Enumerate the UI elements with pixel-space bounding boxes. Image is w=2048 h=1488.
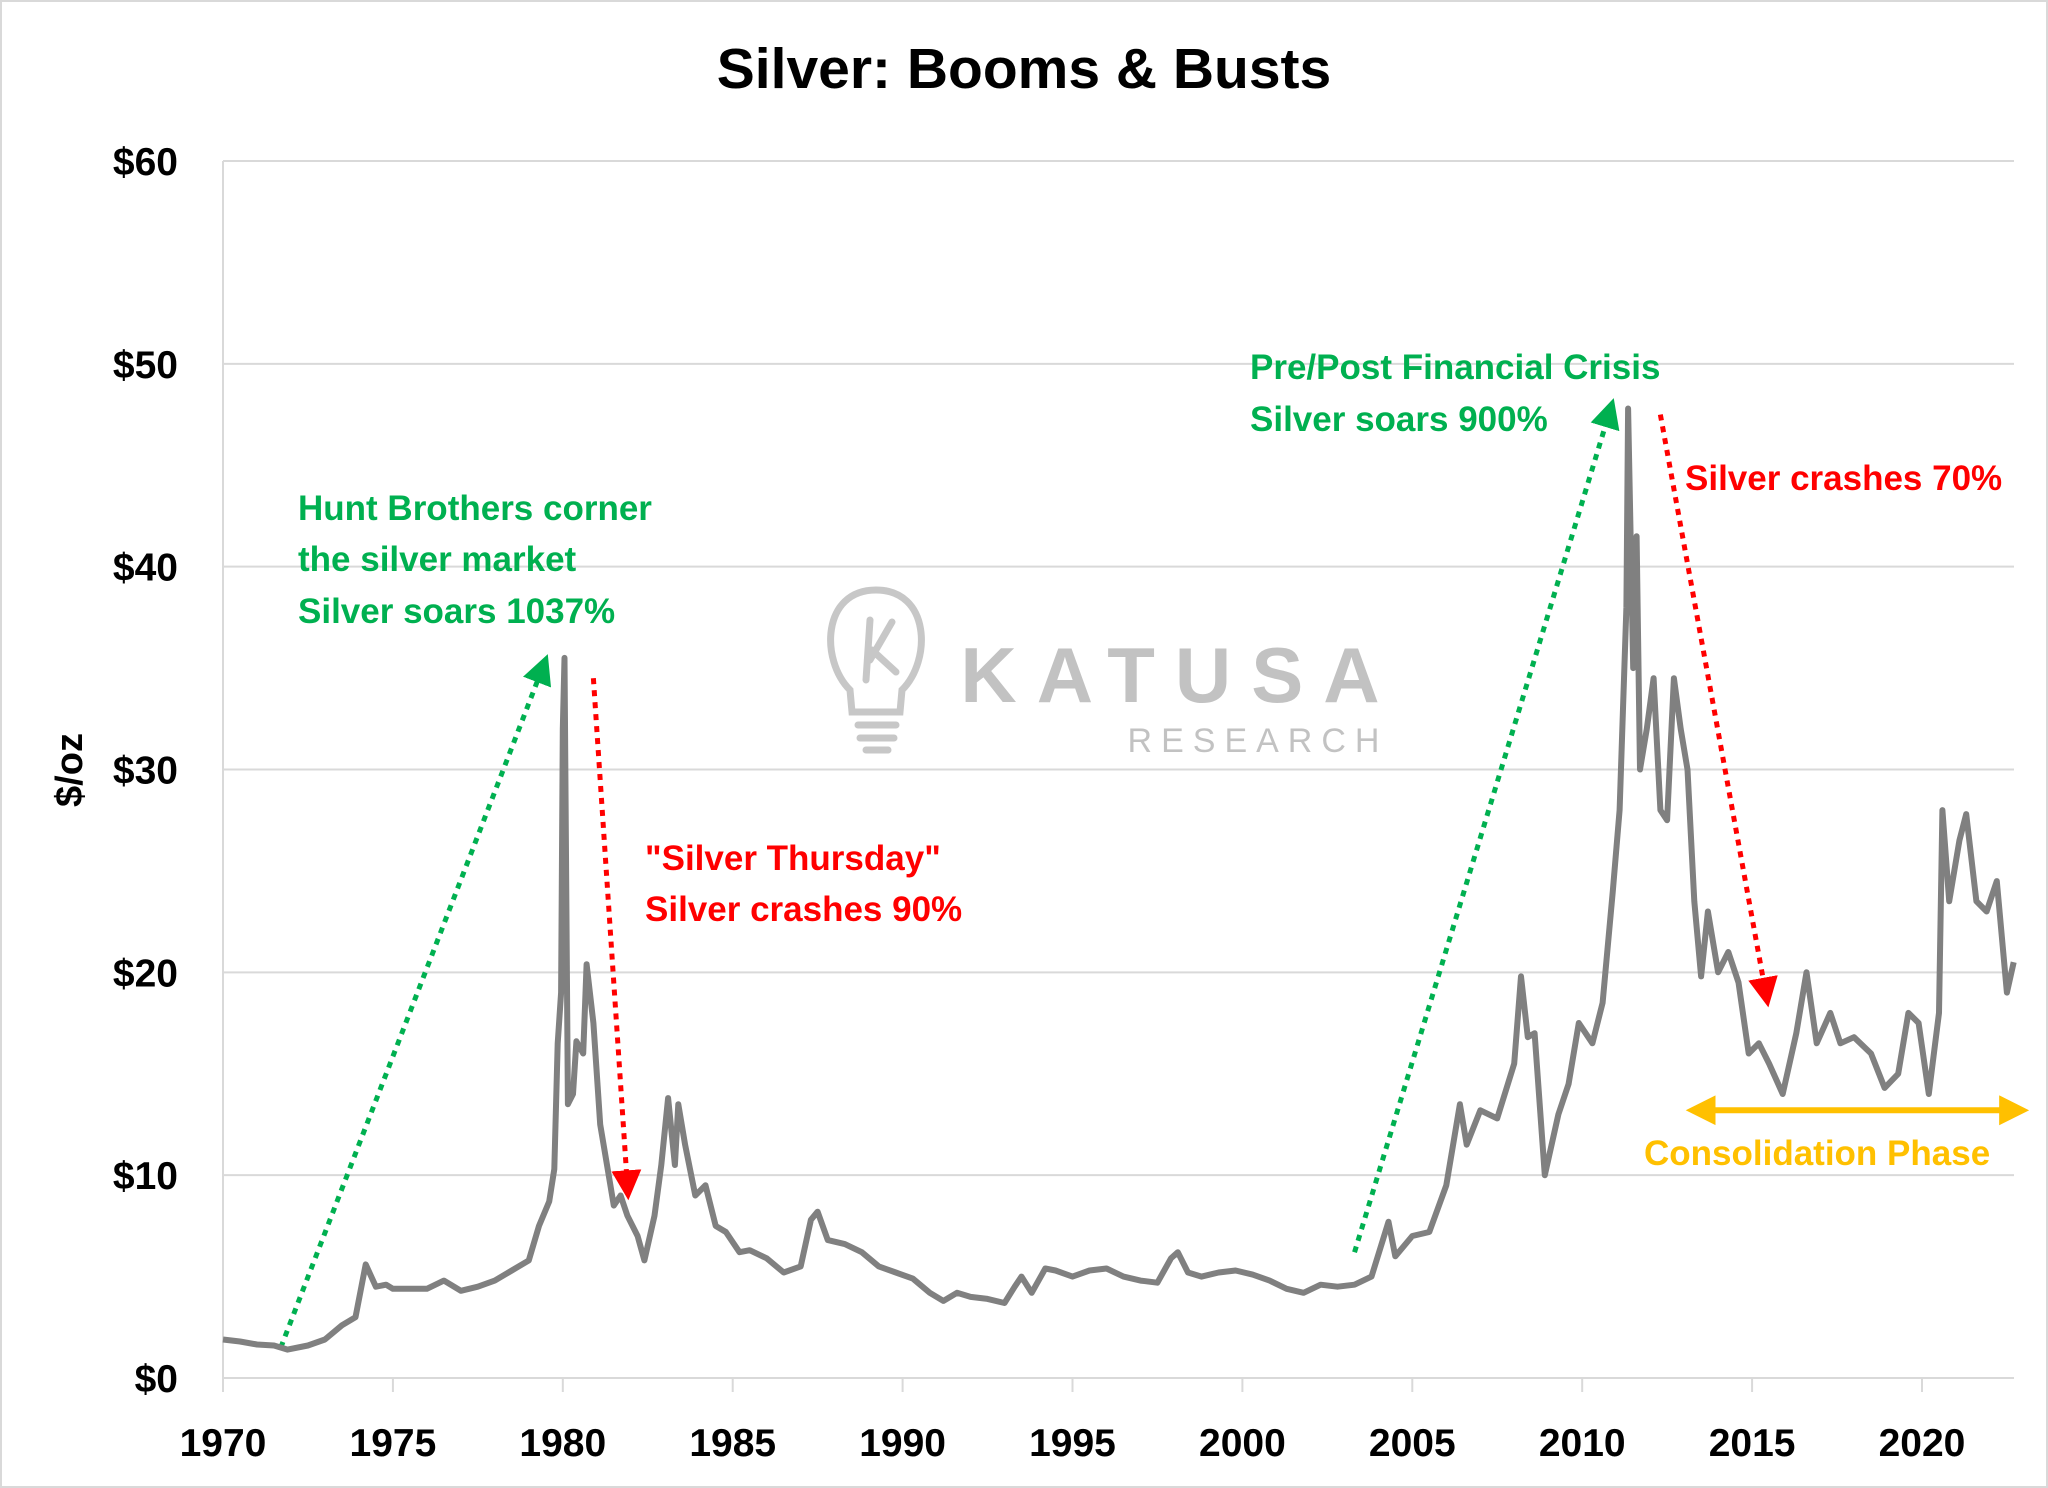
x-tick-label: 1970 bbox=[180, 1422, 267, 1465]
y-tick-label: $40 bbox=[113, 547, 178, 590]
annotation-crash-70: Silver crashes 70% bbox=[1685, 459, 2002, 498]
annotation-line: Hunt Brothers corner bbox=[298, 489, 652, 528]
watermark-sub: RESEARCH bbox=[1128, 722, 1389, 760]
annotation-arrows bbox=[278, 398, 2030, 1349]
katusa-watermark: KATUSA RESEARCH bbox=[827, 586, 1399, 760]
y-tick-label: $50 bbox=[113, 344, 178, 387]
x-tick-label: 1975 bbox=[350, 1422, 437, 1465]
dotted-arrow bbox=[590, 678, 642, 1201]
x-tick-label: 1990 bbox=[859, 1422, 946, 1465]
x-tick-label: 2000 bbox=[1199, 1422, 1286, 1465]
y-tick-label: $20 bbox=[113, 952, 178, 995]
x-tick-label: 1995 bbox=[1029, 1422, 1116, 1465]
x-tick-label: 2020 bbox=[1879, 1422, 1966, 1465]
x-tick-label: 2010 bbox=[1539, 1422, 1626, 1465]
x-tick-label: 2015 bbox=[1709, 1422, 1796, 1465]
annotation-line: Pre/Post Financial Crisis bbox=[1250, 348, 1660, 387]
x-tick-labels: 1970 1975 1980 1985 1990 1995 2000 2005 2010 2015… bbox=[180, 1422, 1966, 1465]
x-tick-label: 1980 bbox=[519, 1422, 606, 1465]
x-tick-label: 2005 bbox=[1369, 1422, 1456, 1465]
lightbulb-icon bbox=[827, 586, 925, 754]
chart-title: Silver: Booms & Busts bbox=[717, 37, 1331, 101]
dotted-arrow bbox=[278, 654, 552, 1349]
annotation-financial-crisis: Pre/Post Financial Crisis Silver soars 9… bbox=[1250, 348, 1660, 439]
y-tick-labels: $0 $10 $20 $30 $40 $50 $60 bbox=[113, 141, 178, 1401]
y-axis-label: $/oz bbox=[49, 733, 91, 807]
annotation-hunt: Hunt Brothers corner the silver market S… bbox=[298, 489, 652, 631]
y-tick-label: $30 bbox=[113, 750, 178, 793]
annotation-line: "Silver Thursday" bbox=[645, 839, 941, 878]
x-tick-label: 1985 bbox=[689, 1422, 776, 1465]
silver-price-line bbox=[222, 405, 2017, 1353]
y-tick-label: $10 bbox=[113, 1155, 178, 1198]
annotation-line: Silver soars 900% bbox=[1250, 400, 1548, 439]
y-tick-label: $0 bbox=[135, 1358, 178, 1401]
annotation-line: the silver market bbox=[298, 540, 577, 579]
y-tick-label: $60 bbox=[113, 141, 178, 184]
annotation-silver-thursday: "Silver Thursday" Silver crashes 90% bbox=[645, 839, 962, 929]
watermark-brand: KATUSA bbox=[960, 631, 1399, 719]
annotation-line: Silver soars 1037% bbox=[298, 592, 615, 631]
annotation-line: Silver crashes 70% bbox=[1685, 459, 2002, 498]
annotation-line: Silver crashes 90% bbox=[645, 890, 962, 929]
annotation-consolidation: Consolidation Phase bbox=[1644, 1134, 1990, 1173]
dotted-arrow bbox=[1352, 398, 1620, 1253]
dotted-arrow bbox=[1657, 414, 1778, 1008]
gridlines bbox=[222, 160, 2014, 1392]
annotation-line: Consolidation Phase bbox=[1644, 1134, 1990, 1173]
